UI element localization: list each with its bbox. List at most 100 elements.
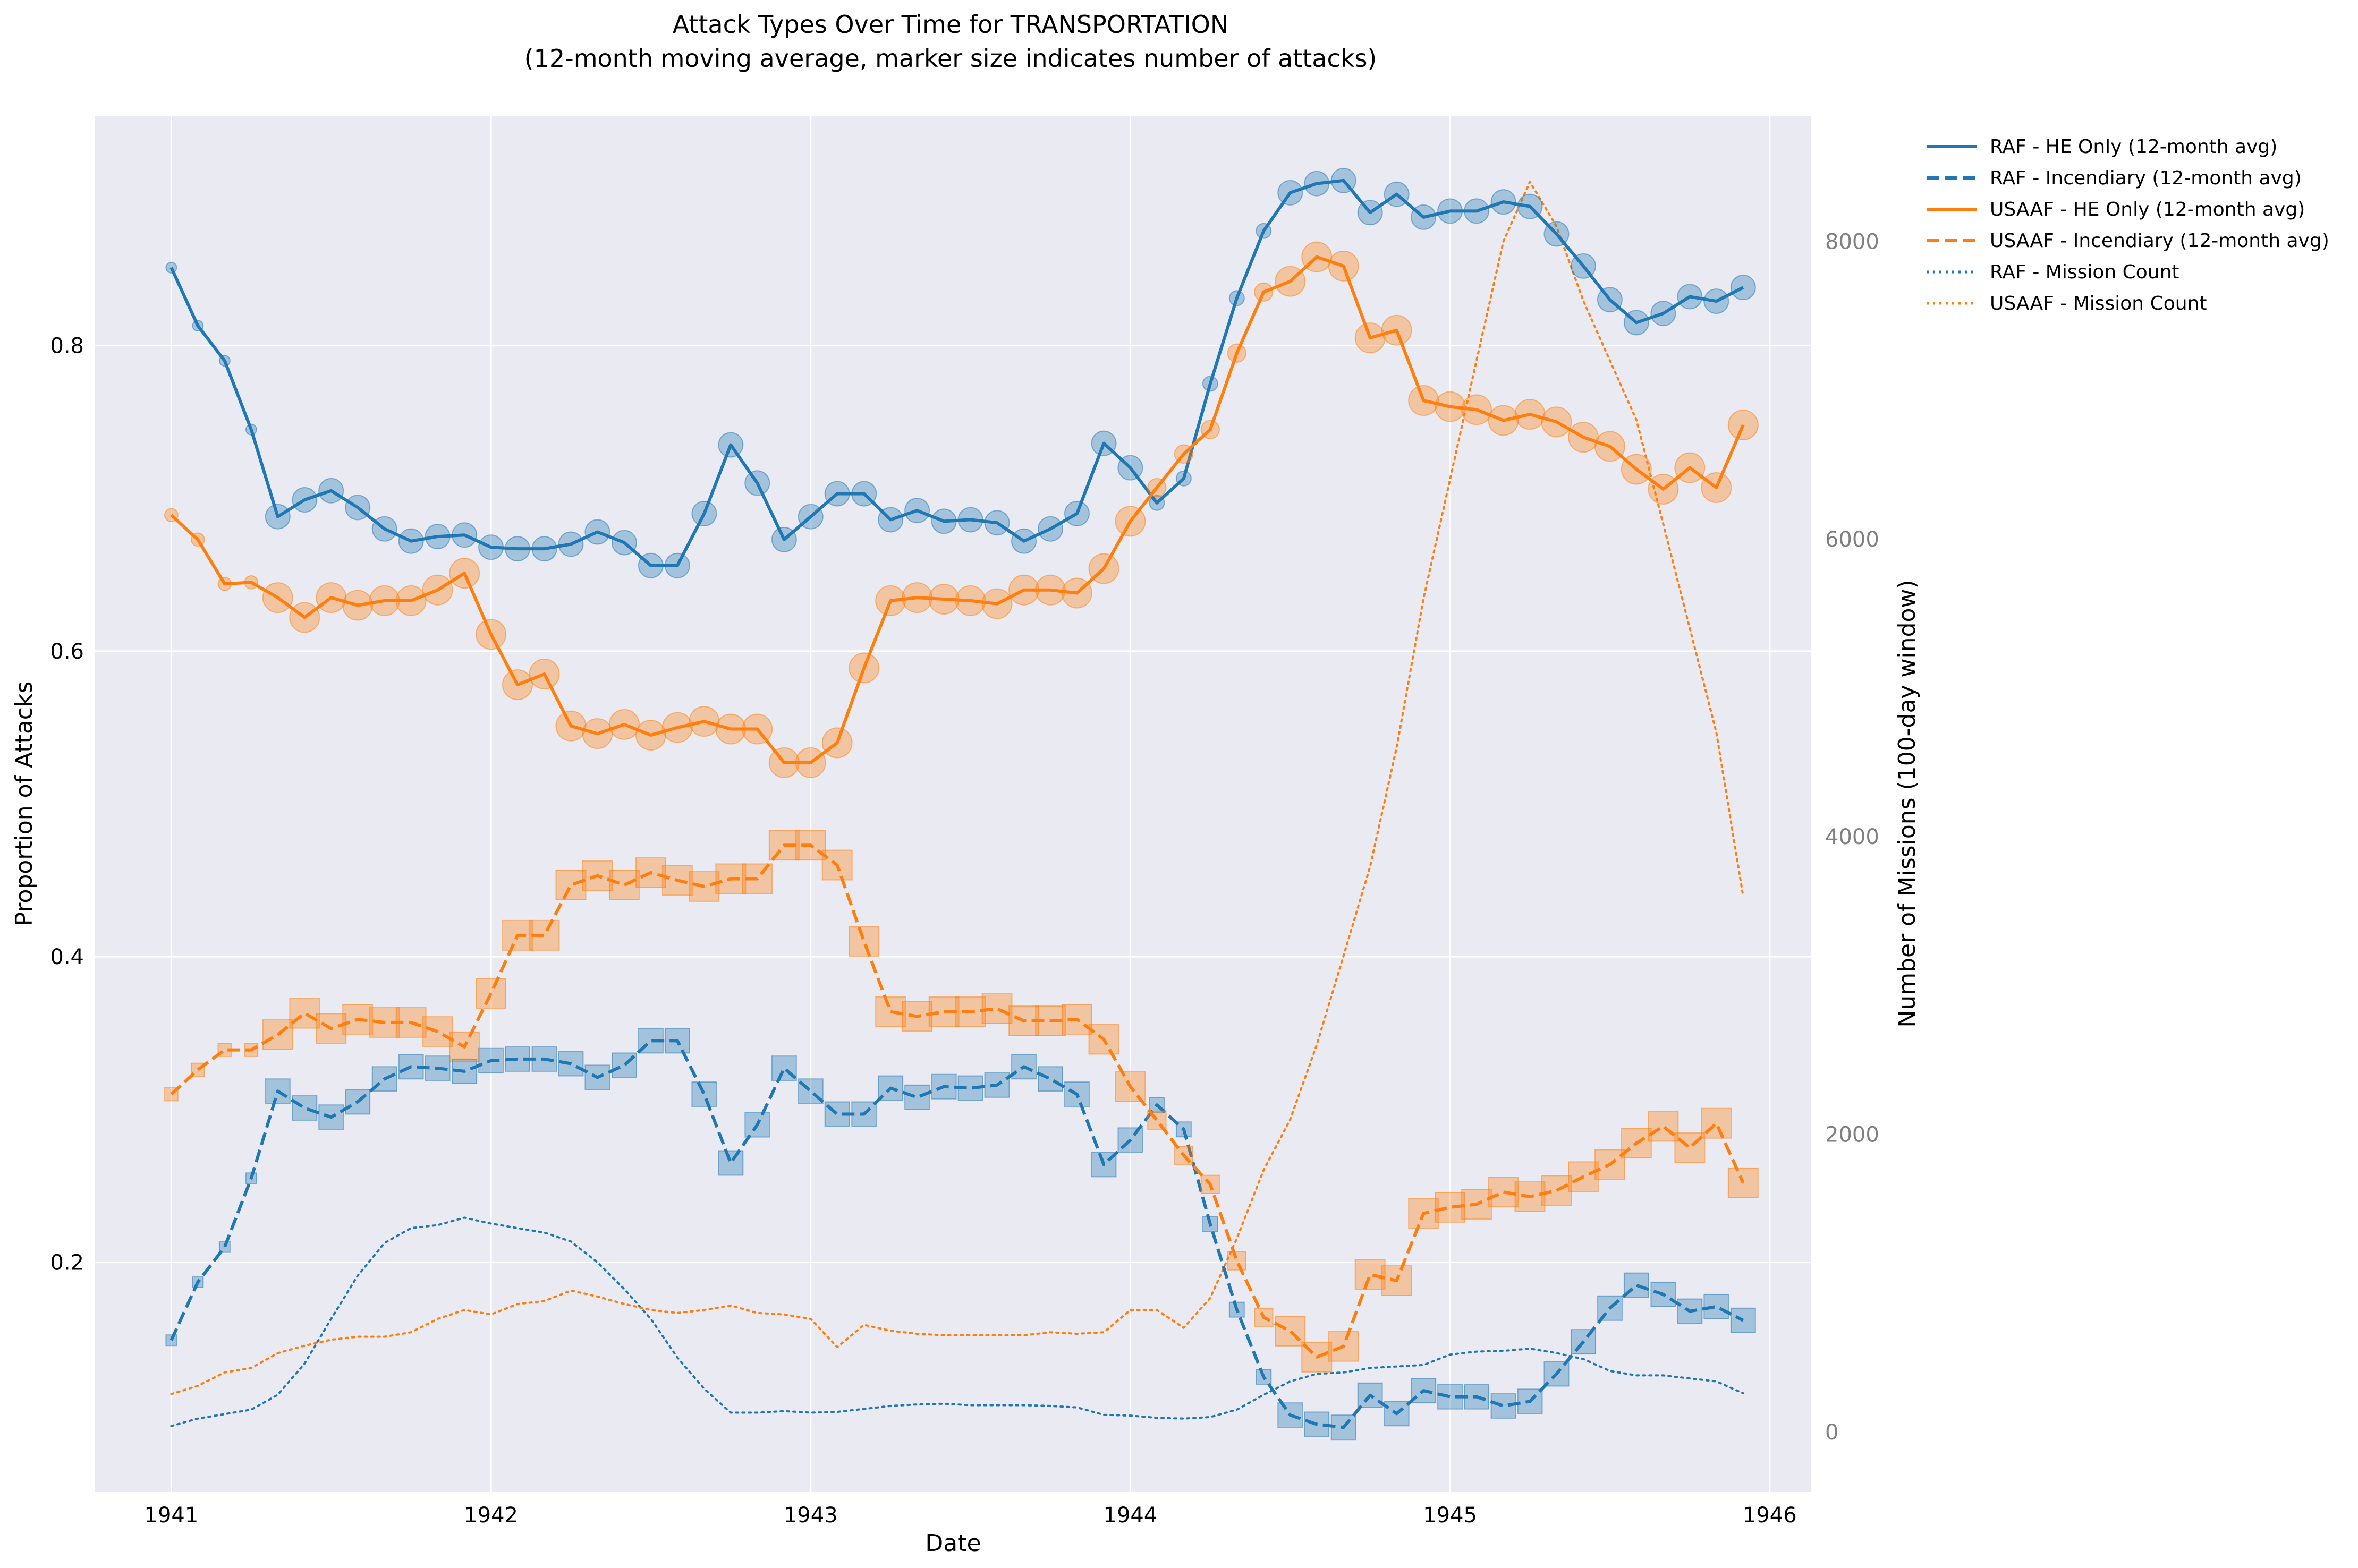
data-point xyxy=(1227,1251,1246,1271)
data-point xyxy=(1117,455,1143,481)
data-point xyxy=(1228,1301,1245,1318)
data-point xyxy=(1254,282,1274,302)
data-point xyxy=(449,1031,480,1062)
y-right-tick-label: 0 xyxy=(1825,1420,1838,1445)
chart-title: Attack Types Over Time for TRANSPORTATIO… xyxy=(673,10,1229,39)
data-point xyxy=(851,481,877,507)
data-point xyxy=(984,1072,1010,1098)
data-point xyxy=(262,582,293,613)
data-point xyxy=(1354,1259,1386,1290)
data-point xyxy=(398,528,424,554)
data-point xyxy=(1301,1341,1333,1373)
data-point xyxy=(1623,1272,1649,1298)
data-point xyxy=(638,552,664,578)
data-point xyxy=(1408,1198,1439,1229)
data-point xyxy=(395,1007,427,1038)
data-point xyxy=(289,998,320,1029)
data-point xyxy=(245,1172,257,1184)
data-point xyxy=(316,1013,347,1044)
data-point xyxy=(1200,1174,1220,1194)
data-point xyxy=(1064,1081,1090,1107)
data-point xyxy=(771,1055,797,1081)
data-point xyxy=(1597,1295,1623,1321)
data-point xyxy=(1543,1361,1570,1387)
y-tick-label: 0.6 xyxy=(50,640,84,664)
y-right-tick-label: 8000 xyxy=(1825,229,1879,254)
data-point xyxy=(1149,495,1165,511)
y-tick-label: 0.8 xyxy=(50,334,84,359)
data-point xyxy=(1674,1132,1706,1163)
data-point xyxy=(555,710,587,742)
data-point xyxy=(478,534,504,560)
data-point xyxy=(851,1101,877,1127)
data-point xyxy=(531,1046,557,1072)
data-point xyxy=(1061,1004,1092,1035)
data-point xyxy=(369,585,400,616)
data-point xyxy=(1202,376,1218,392)
gridlines xyxy=(95,116,1811,1492)
data-point xyxy=(1304,171,1330,197)
data-point xyxy=(1011,1054,1037,1080)
data-point xyxy=(718,432,744,458)
data-point xyxy=(342,590,374,621)
series-layer xyxy=(164,167,1759,1441)
data-point xyxy=(476,619,507,650)
data-point xyxy=(1011,528,1037,554)
data-point xyxy=(244,1043,259,1058)
data-point xyxy=(1461,1189,1492,1220)
series-1 xyxy=(165,1028,1756,1441)
data-point xyxy=(505,536,531,562)
data-point xyxy=(928,996,960,1027)
data-point xyxy=(292,1095,318,1121)
data-point xyxy=(1275,266,1306,297)
y-tick-label: 0.2 xyxy=(50,1251,84,1275)
data-point xyxy=(422,1016,453,1047)
data-point xyxy=(931,508,957,534)
data-point xyxy=(1330,167,1356,193)
data-point xyxy=(318,1104,344,1130)
data-point xyxy=(218,1241,231,1253)
data-point xyxy=(1594,1149,1625,1180)
data-point xyxy=(1147,478,1167,498)
series-line xyxy=(169,178,1744,567)
data-point xyxy=(371,1066,397,1092)
data-point xyxy=(1038,1066,1064,1092)
data-point xyxy=(1091,430,1117,456)
data-point xyxy=(742,713,773,745)
data-point xyxy=(1461,394,1492,425)
data-point xyxy=(1200,420,1220,439)
data-point xyxy=(165,1334,177,1347)
data-point xyxy=(1008,1005,1040,1036)
data-point xyxy=(452,1058,478,1084)
series-line xyxy=(170,181,1744,1395)
data-point xyxy=(1254,1307,1274,1327)
data-point xyxy=(190,1062,205,1077)
data-point xyxy=(955,585,986,616)
data-point xyxy=(449,558,480,589)
data-point xyxy=(1384,181,1410,207)
data-point xyxy=(902,1001,933,1032)
legend-item: RAF - Incendiary (12-month avg) xyxy=(1927,167,2302,189)
data-point xyxy=(984,510,1010,536)
data-point xyxy=(1727,1167,1759,1198)
x-tick-label: 1941 xyxy=(145,1503,199,1528)
data-point xyxy=(768,830,800,861)
legend-label: RAF - Mission Count xyxy=(1990,261,2179,283)
data-point xyxy=(1175,470,1192,487)
data-point xyxy=(452,522,478,548)
data-point xyxy=(795,747,826,778)
data-point xyxy=(582,718,613,749)
data-point xyxy=(1227,343,1246,363)
data-point xyxy=(1381,1265,1412,1297)
data-point xyxy=(715,863,747,894)
data-point xyxy=(849,652,880,684)
series-5 xyxy=(170,181,1744,1395)
data-point xyxy=(689,706,720,737)
data-point xyxy=(1541,1175,1572,1206)
data-point xyxy=(558,1051,584,1077)
data-point xyxy=(981,993,1013,1024)
data-point xyxy=(1437,198,1463,224)
x-tick-label: 1942 xyxy=(464,1503,518,1528)
data-point xyxy=(529,919,560,951)
